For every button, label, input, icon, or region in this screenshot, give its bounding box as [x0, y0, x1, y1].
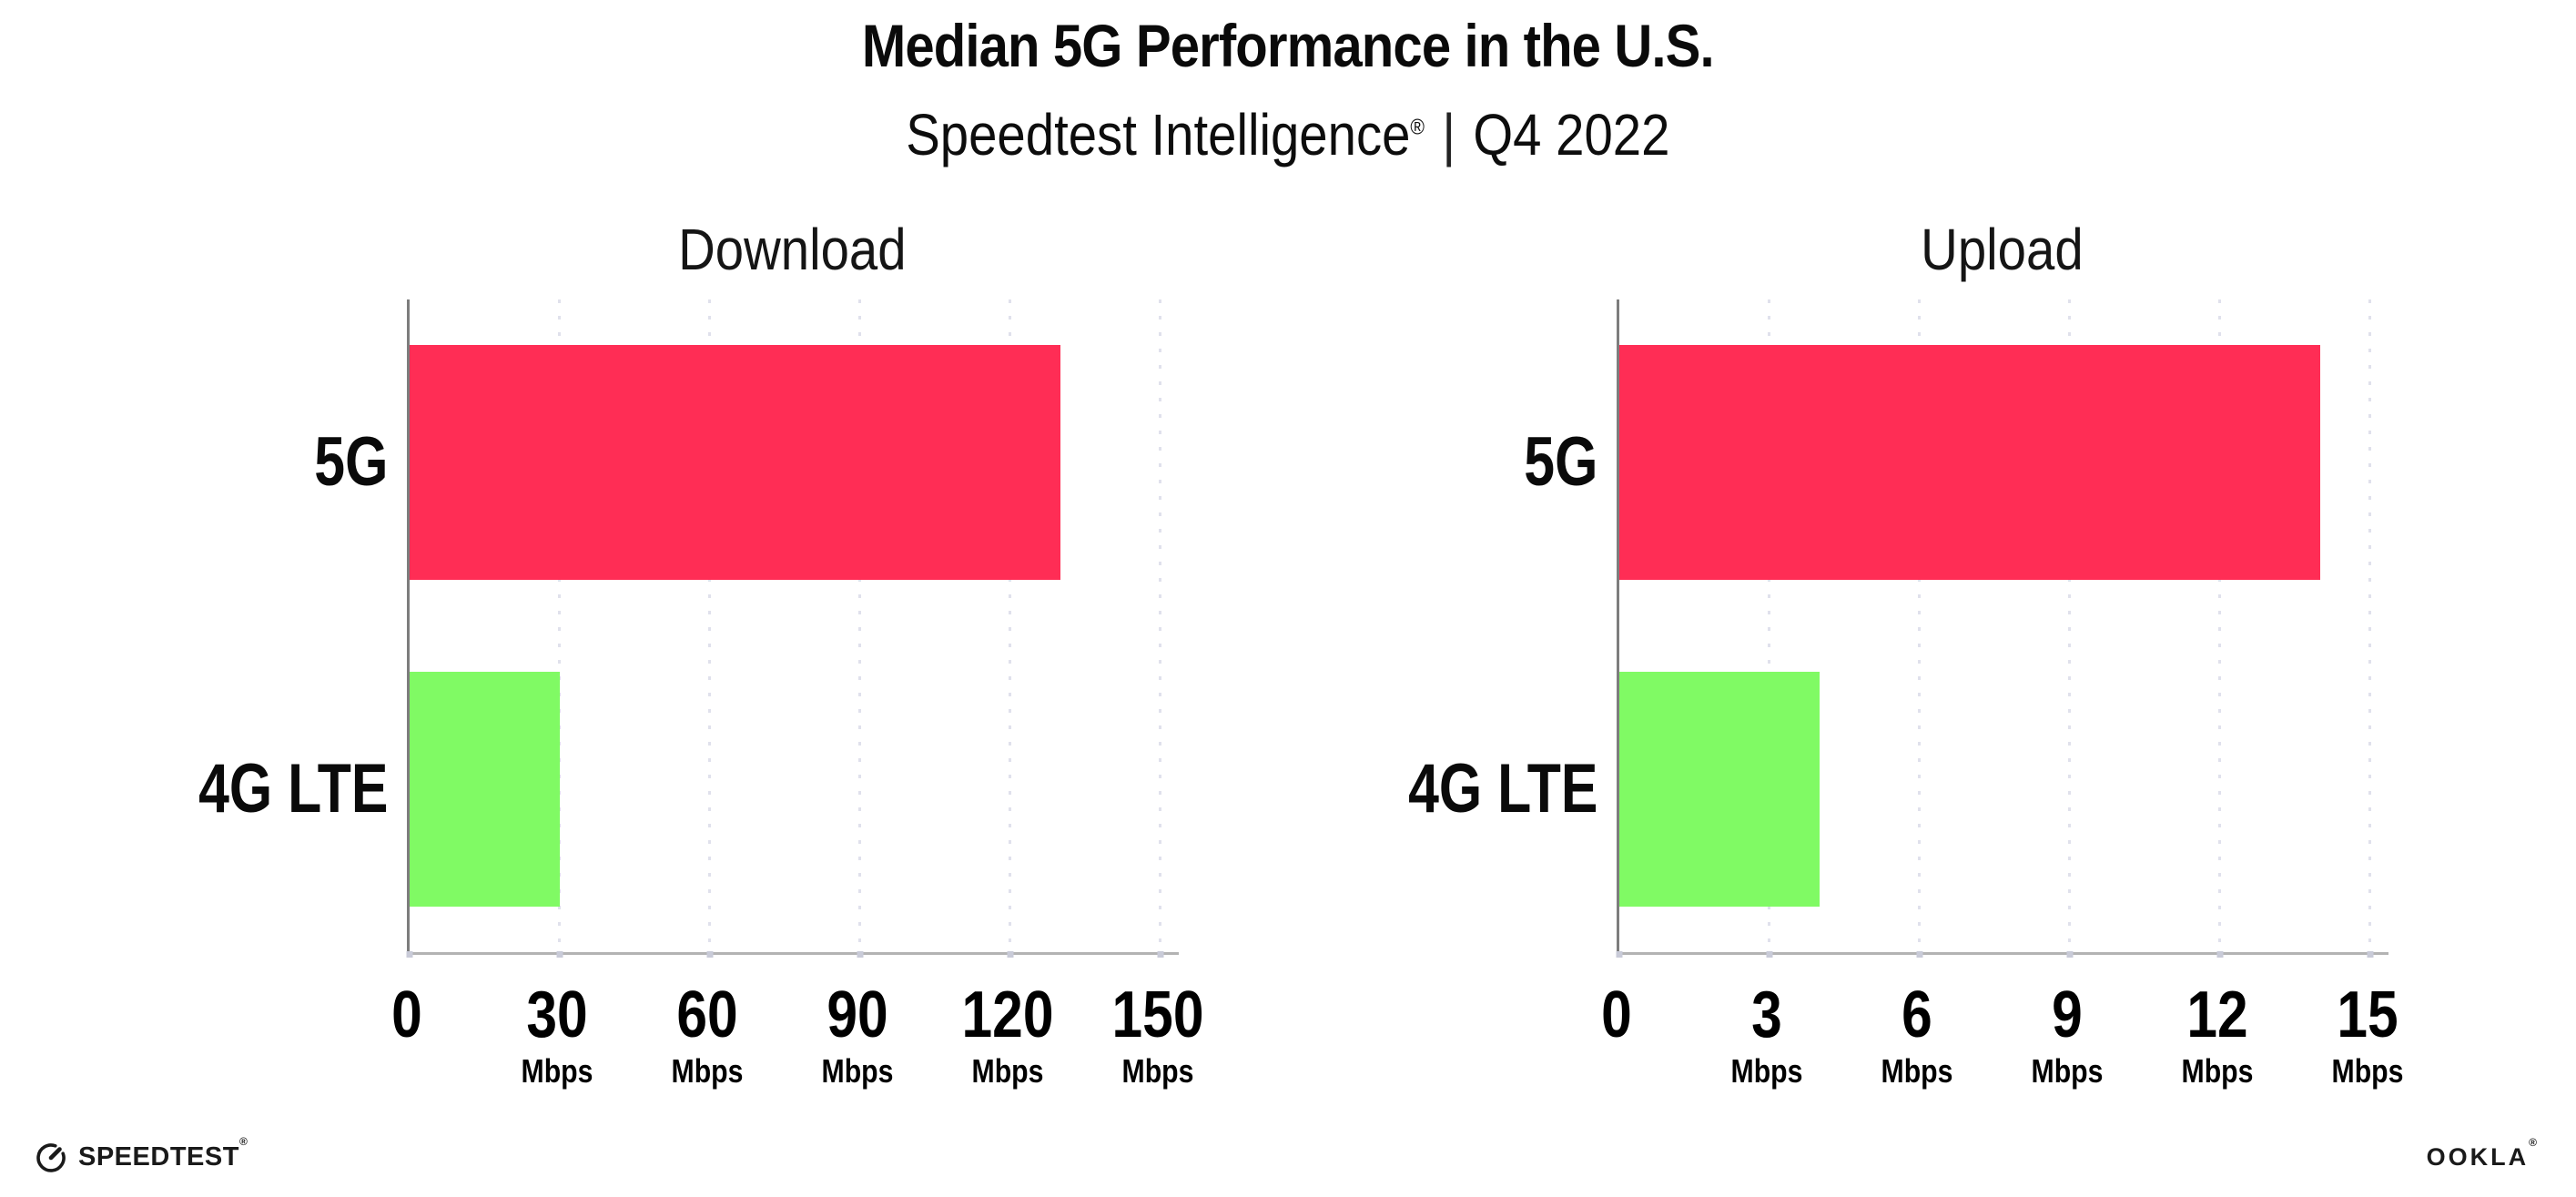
x-tick-value: 150	[1111, 978, 1203, 1051]
x-tick: 15 Mbps	[2331, 955, 2403, 1090]
axis-tick-mark	[2066, 950, 2073, 958]
bar-5g	[409, 345, 1060, 581]
charts-row: Download 5G 4G LTE 0 30 Mbps 60 Mbps 90 Mbps 120…	[0, 178, 2576, 1091]
x-tick-value: 3	[1750, 978, 1782, 1051]
x-tick-value: 12	[2186, 978, 2248, 1051]
axis-tick-mark	[1916, 950, 1922, 958]
subtitle-period: Q4 2022	[1473, 101, 1670, 167]
upload-x-axis-ticks: 0 3 Mbps 6 Mbps 9 Mbps 12 Mbps 15 Mbps	[1601, 955, 2403, 1091]
gridline	[2368, 299, 2371, 952]
speedtest-gauge-icon	[36, 1143, 66, 1172]
x-tick: 12 Mbps	[2181, 955, 2253, 1090]
x-tick: 90 Mbps	[821, 955, 893, 1090]
download-chart-title: Download	[678, 216, 907, 282]
x-tick-unit: Mbps	[1121, 1051, 1193, 1090]
footer: SPEEDTEST® OOKLA®	[0, 1134, 2576, 1175]
gridline	[1159, 299, 1161, 952]
x-tick-value: 60	[675, 978, 738, 1051]
download-category-labels: 5G 4G LTE	[188, 299, 407, 955]
bar-5g	[1618, 345, 2320, 581]
page-subtitle: Speedtest Intelligence® | Q4 2022	[906, 101, 1670, 167]
x-tick-unit: Mbps	[821, 1051, 893, 1090]
download-chart: Download 5G 4G LTE 0 30 Mbps 60 Mbps 90 Mbps 120…	[188, 178, 1203, 1091]
x-tick-value: 15	[2336, 978, 2399, 1051]
subtitle-divider: |	[1442, 101, 1456, 167]
x-tick: 3 Mbps	[1730, 955, 1802, 1090]
ookla-registered-mark: ®	[2529, 1135, 2540, 1149]
axis-tick-mark	[2216, 950, 2223, 958]
category-label-5g: 5G	[314, 423, 389, 502]
speedtest-wordmark: SPEEDTEST®	[78, 1134, 248, 1172]
axis-tick-mark	[1007, 950, 1013, 958]
axis-tick-mark	[1616, 950, 1622, 958]
axis-tick-mark	[2367, 950, 2373, 958]
x-tick: 30 Mbps	[521, 955, 593, 1090]
x-tick-unit: Mbps	[521, 1051, 593, 1090]
gridline	[708, 299, 711, 952]
speedtest-registered-mark: ®	[238, 1134, 248, 1148]
upload-category-labels: 5G 4G LTE	[1398, 299, 1617, 955]
axis-tick-mark	[706, 950, 713, 958]
page-title: Median 5G Performance in the U.S.	[862, 12, 1715, 79]
x-tick: 150 Mbps	[1111, 955, 1203, 1090]
category-label-4g-lte: 4G LTE	[1408, 749, 1598, 827]
x-tick: 0	[391, 955, 422, 1048]
x-tick: 120 Mbps	[961, 955, 1053, 1090]
upload-plot-area	[1616, 299, 2388, 958]
bar-4g-lte	[1618, 671, 1820, 907]
axis-tick-mark	[556, 950, 563, 958]
ookla-wordmark: OOKLA	[2426, 1142, 2530, 1171]
axis-tick-mark	[1157, 950, 1163, 958]
x-tick-value: 30	[525, 978, 588, 1051]
category-label-5g: 5G	[1524, 423, 1598, 502]
x-tick-unit: Mbps	[2031, 1051, 2103, 1090]
x-tick-value: 90	[826, 978, 888, 1051]
x-tick-unit: Mbps	[2181, 1051, 2253, 1090]
x-tick-unit: Mbps	[1881, 1051, 1952, 1090]
gridline	[858, 299, 861, 952]
category-label-4g-lte: 4G LTE	[198, 749, 389, 827]
x-tick-value: 9	[2051, 978, 2083, 1051]
header: Median 5G Performance in the U.S. Speedt…	[0, 0, 2576, 167]
x-tick-value: 120	[961, 978, 1053, 1051]
subtitle-brand: Speedtest Intelligence	[906, 101, 1411, 167]
axis-tick-mark	[857, 950, 863, 958]
x-tick-unit: Mbps	[671, 1051, 743, 1090]
gridline	[558, 299, 561, 952]
x-tick: 9 Mbps	[2031, 955, 2103, 1090]
gridline	[2068, 299, 2071, 952]
gridline	[2218, 299, 2221, 952]
registered-mark: ®	[1410, 115, 1425, 140]
download-x-axis-ticks: 0 30 Mbps 60 Mbps 90 Mbps 120 Mbps 150 Mbps	[391, 955, 1203, 1091]
gridline	[1009, 299, 1011, 952]
x-tick: 0	[1601, 955, 1632, 1048]
x-tick-value: 0	[1600, 978, 1632, 1051]
x-tick: 60 Mbps	[671, 955, 743, 1090]
gridline	[1768, 299, 1770, 952]
axis-tick-mark	[406, 950, 412, 958]
ookla-logo: OOKLA®	[2426, 1136, 2540, 1172]
upload-chart: Upload 5G 4G LTE 0 3 Mbps 6 Mbps 9 Mbps 12 Mbps 15…	[1398, 178, 2403, 1091]
bar-4g-lte	[409, 671, 560, 907]
x-tick-unit: Mbps	[2331, 1051, 2403, 1090]
upload-chart-title: Upload	[1921, 216, 2084, 282]
gridline	[1918, 299, 1921, 952]
x-tick: 6 Mbps	[1881, 955, 1952, 1090]
download-plot-area	[406, 299, 1179, 958]
x-tick-unit: Mbps	[1730, 1051, 1802, 1090]
x-tick-value: 0	[390, 978, 422, 1051]
x-tick-unit: Mbps	[971, 1051, 1043, 1090]
axis-tick-mark	[1766, 950, 1772, 958]
x-tick-value: 6	[1901, 978, 1932, 1051]
speedtest-logo: SPEEDTEST®	[33, 1134, 248, 1175]
